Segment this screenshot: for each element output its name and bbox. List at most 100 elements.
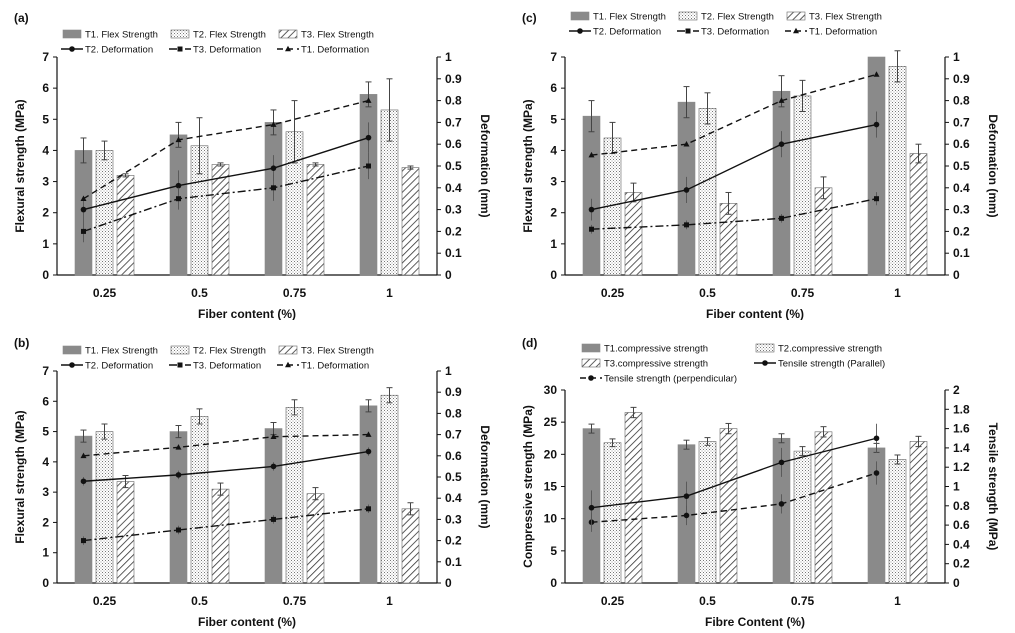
y2-tick-label: 0.4 (445, 491, 462, 505)
data-point (779, 215, 784, 221)
legend-swatch (278, 29, 298, 39)
legend-item: T3. Flex Strength (786, 12, 882, 23)
series-line (83, 136, 369, 211)
legend-label: T3. Deformation (193, 45, 261, 56)
y2-tick-label: 0.9 (445, 72, 462, 86)
line-series-1 (589, 192, 879, 234)
y2-tick-label: 0.3 (445, 512, 462, 526)
y-tick-label: 3 (42, 175, 49, 189)
legend-label: T2. Deformation (85, 45, 153, 56)
y2-axis-title: Deformation (mm) (986, 114, 1000, 217)
x-tick-label: 1 (894, 594, 901, 608)
legend-item: T2. Deformation (61, 45, 153, 56)
legend-item: T2. Flex Strength (170, 30, 266, 41)
legend-item: T1. Deformation (277, 45, 369, 56)
legend-item: T1. Flex Strength (570, 11, 666, 23)
y-axis-title: Compressive strength (MPa) (521, 405, 535, 568)
panel-label-d: (d) (522, 336, 537, 350)
y2-tick-label: 1 (445, 364, 452, 378)
y-tick-label: 5 (550, 544, 557, 558)
legend-marker (69, 46, 75, 52)
legend-item: T2.compressive strength (755, 343, 882, 355)
y-tick-label: 0 (550, 576, 557, 590)
x-tick-label: 0.75 (283, 286, 307, 300)
y2-tick-label: 1.8 (953, 402, 970, 416)
bar (211, 488, 230, 584)
data-point (81, 228, 86, 234)
data-point (683, 187, 690, 193)
bar-series-1 (603, 50, 907, 276)
legend-marker (285, 45, 291, 52)
bar-series-0 (74, 81, 378, 276)
legend-label: T2.compressive strength (778, 344, 882, 355)
legend-swatch (755, 343, 775, 353)
y2-tick-label: 0.6 (953, 137, 970, 151)
y2-tick-label: 1.2 (953, 460, 970, 474)
legend-item: T1. Deformation (785, 27, 877, 38)
y2-axis-title: Deformation (mm) (478, 114, 492, 217)
y2-tick-label: 0.8 (953, 499, 970, 513)
legend-item: T1. Flex Strength (62, 345, 158, 357)
bar (867, 56, 886, 276)
legend-marker (285, 361, 291, 368)
y-tick-label: 6 (42, 81, 49, 95)
panel-label-b: (b) (14, 336, 29, 350)
x-tick-label: 0.25 (601, 594, 625, 608)
legend-swatch (62, 345, 82, 355)
legend-item: T3. Flex Strength (278, 346, 374, 357)
y-axis-title: Flexural strength (MPa) (521, 99, 535, 232)
legend-label: T2. Flex Strength (701, 12, 774, 23)
y-tick-label: 1 (42, 546, 49, 560)
y2-tick-label: 0 (445, 268, 452, 282)
chart-panel-d: (d) 0 5 10 15 20 25 30 0 0.2 0.4 0.6 0.8 1 1.2 1.4 1.6 1.… (508, 320, 1015, 633)
legend-label: T3.compressive strength (604, 359, 708, 370)
y2-tick-label: 0.6 (445, 449, 462, 463)
y2-tick-label: 0.1 (445, 555, 462, 569)
data-point (684, 222, 689, 228)
y2-tick-label: 0.3 (445, 203, 462, 217)
legend: T1. Flex Strength T2. Flex Strength T3. Fl… (569, 12, 882, 38)
line-series-1 (81, 504, 371, 545)
legend-item: T3. Deformation (677, 27, 769, 38)
y2-tick-label: 0.8 (445, 406, 462, 420)
legend: T1. Flex Strength T2. Flex Strength T3. Fl… (61, 30, 374, 56)
y-tick-label: 5 (550, 112, 557, 126)
x-axis-title: Fiber content (%) (198, 307, 296, 320)
x-tick-label: 0.5 (191, 286, 208, 300)
chart-a-svg: (a) 0 1 2 3 4 5 6 7 0 0.1 0.2 0.3 0.4 0.5 0.6 0.7 0.8 0.9 1… (13, 11, 492, 320)
y-tick-label: 30 (544, 383, 558, 397)
legend-swatch (170, 345, 190, 355)
y2-tick-label: 0.1 (953, 246, 970, 260)
data-point (873, 71, 880, 77)
legend-swatch (581, 358, 601, 368)
y-tick-label: 7 (42, 50, 49, 64)
bar (285, 407, 304, 584)
legend-marker (762, 360, 768, 366)
data-point (80, 478, 87, 485)
legend-item: Tensile strength (perpendicular) (580, 374, 737, 385)
legend-label: T3. Flex Strength (301, 346, 374, 357)
data-point (778, 97, 785, 103)
data-point (683, 141, 690, 147)
bar (190, 416, 209, 584)
y2-tick-label: 1 (445, 50, 452, 64)
legend-marker (588, 375, 594, 381)
x-tick-label: 0.5 (699, 594, 716, 608)
x-tick-label: 0.75 (791, 594, 815, 608)
line-series-2 (80, 431, 372, 459)
data-point (366, 163, 371, 169)
y2-tick-label: 0.9 (953, 72, 970, 86)
data-point (270, 165, 277, 171)
y-tick-label: 1 (42, 237, 49, 251)
bar-series-0 (74, 399, 378, 584)
bar (793, 95, 812, 276)
legend-swatch (570, 11, 590, 21)
bar (401, 167, 420, 276)
line-series-1 (81, 152, 371, 243)
x-tick-label: 0.25 (93, 286, 117, 300)
series-line (83, 433, 369, 457)
y2-tick-label: 0 (445, 576, 452, 590)
data-point (683, 493, 690, 499)
data-point (588, 151, 595, 158)
legend-item: Tensile strength (Parallel) (754, 359, 885, 370)
